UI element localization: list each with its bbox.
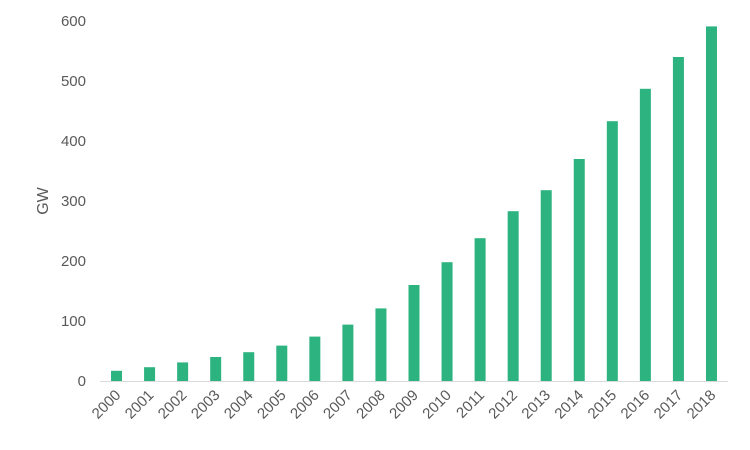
x-tick-label: 2017 — [651, 387, 687, 423]
x-tick-label: 2015 — [585, 387, 621, 423]
bar-2010 — [441, 262, 453, 381]
x-tick-label: 2007 — [320, 387, 356, 423]
x-tick-label: 2008 — [353, 387, 389, 423]
bar-2012 — [507, 211, 519, 381]
bar-2004 — [243, 352, 255, 381]
bar-2017 — [672, 57, 684, 381]
x-tick-label: 2001 — [122, 387, 158, 423]
y-tick-label: 300 — [61, 193, 86, 210]
x-tick-label: 2009 — [386, 387, 422, 423]
x-tick-label: 2003 — [188, 387, 224, 423]
x-tick-label: 2014 — [551, 387, 587, 423]
x-tick-label: 2010 — [419, 387, 455, 423]
y-tick-label: 500 — [61, 73, 86, 90]
bar-2005 — [276, 345, 288, 381]
bar-2018 — [705, 26, 717, 382]
bar-2001 — [144, 367, 156, 381]
x-tick-label: 2006 — [287, 387, 323, 423]
bar-2016 — [639, 88, 651, 382]
y-axis-ticks: 0 100 200 300 400 500 600 — [61, 13, 86, 390]
bar-2006 — [309, 336, 321, 381]
bar-2008 — [375, 308, 387, 381]
y-tick-label: 600 — [61, 13, 86, 30]
x-tick-label: 2004 — [221, 387, 257, 423]
y-tick-label: 400 — [61, 133, 86, 150]
y-tick-label: 100 — [61, 313, 86, 330]
bar-2007 — [342, 324, 354, 381]
bar-2014 — [573, 159, 585, 381]
bar-2009 — [408, 285, 420, 381]
x-tick-label: 2016 — [618, 387, 654, 423]
bar-2002 — [177, 362, 189, 381]
x-tick-label: 2013 — [518, 387, 554, 423]
x-tick-label: 2018 — [684, 387, 720, 423]
x-tick-label: 2005 — [254, 387, 290, 423]
bar-2011 — [474, 238, 486, 381]
bar-2000 — [111, 370, 123, 381]
bars — [111, 26, 717, 382]
x-tick-label: 2002 — [155, 387, 191, 423]
y-tick-label: 200 — [61, 253, 86, 270]
bar-2013 — [540, 190, 552, 381]
bar-2015 — [606, 121, 618, 381]
x-tick-label: 2000 — [89, 387, 125, 423]
x-axis-ticks: 2000200120022003200420052006200720082009… — [89, 387, 720, 423]
x-tick-label: 2011 — [453, 387, 488, 422]
y-tick-label: 0 — [78, 373, 86, 390]
bar-2003 — [210, 357, 222, 381]
y-axis-label: GW — [35, 186, 52, 214]
x-tick-label: 2012 — [485, 387, 521, 423]
